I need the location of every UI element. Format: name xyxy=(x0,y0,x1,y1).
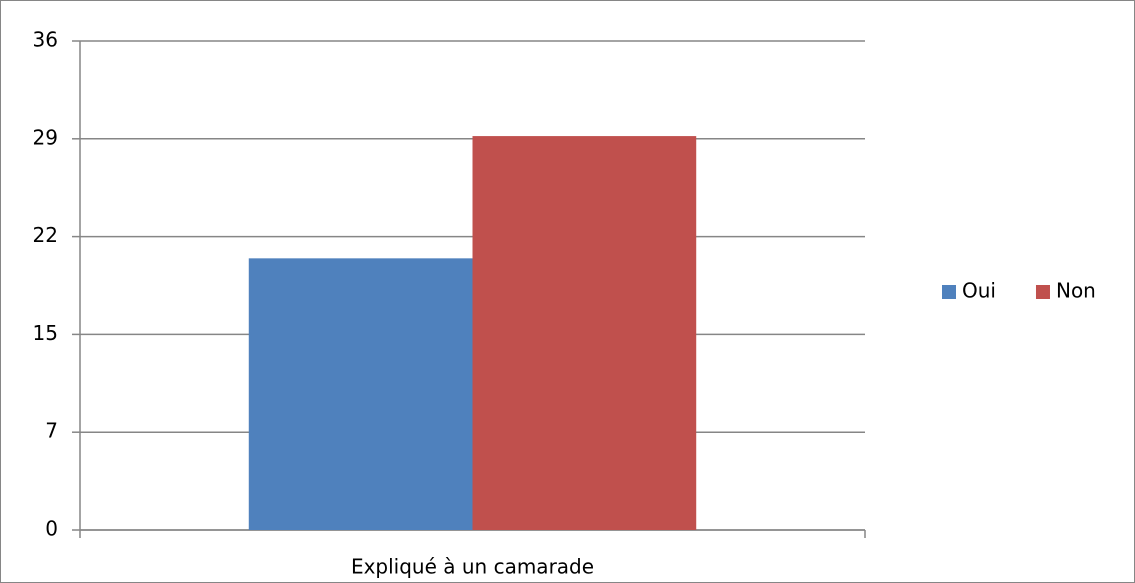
y-tick-label: 0 xyxy=(45,517,58,541)
y-tick-label: 36 xyxy=(33,28,58,52)
bar xyxy=(248,258,473,530)
legend-swatch xyxy=(942,285,956,299)
legend-label: Oui xyxy=(962,279,996,303)
legend-label: Non xyxy=(1056,279,1096,303)
y-tick-label: 15 xyxy=(33,321,58,345)
legend-swatch xyxy=(1035,285,1050,299)
y-tick-label: 22 xyxy=(33,223,58,247)
bar xyxy=(472,136,697,531)
y-tick-label: 7 xyxy=(45,419,58,443)
y-tick-label: 29 xyxy=(33,125,58,149)
x-tick-label: Expliqué à un camarade xyxy=(351,555,594,579)
